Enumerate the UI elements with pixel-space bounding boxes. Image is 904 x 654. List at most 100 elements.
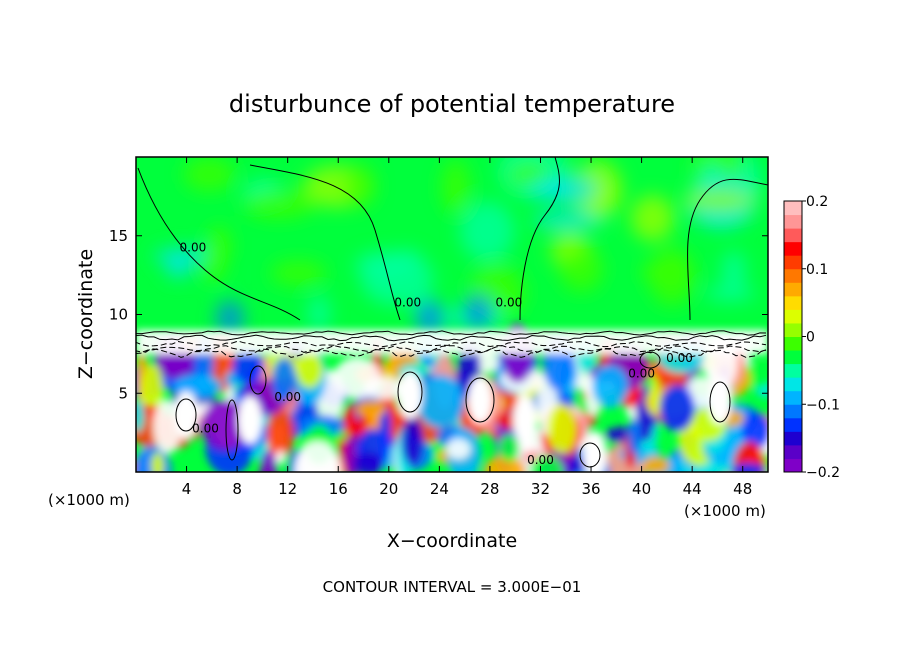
y-axis-ticks: 5 10 15 [109,227,768,402]
colorbar-tick-label: 0.2 [806,194,828,210]
field-blob [483,454,527,472]
x-tick-label: 28 [480,480,499,498]
field-blob [355,400,386,418]
colorbar-swatch [784,458,802,473]
x-unit-left: (×1000 m) [48,491,130,509]
field-blob [165,254,192,279]
field-blob [151,452,165,472]
colorbar-swatch [784,444,802,459]
field-blob [498,434,520,462]
field-blob [559,246,604,292]
colorbar-swatch [784,268,802,283]
contour-loop [175,398,197,432]
colorbar-swatch [784,201,802,216]
field-blob [708,376,732,424]
field-blob [446,438,471,460]
field-blob [468,376,492,424]
field-blob [275,450,286,465]
field-blob [360,252,434,306]
field-blob [721,250,746,290]
contour-loop [397,371,423,413]
field-blob [333,357,382,399]
field-blob [266,408,295,459]
x-tick-label: 16 [329,480,348,498]
field-blob [592,365,629,409]
field-blob [648,247,696,306]
x-unit-right: (×1000 m) [684,502,766,520]
colorbar-swatch [784,404,802,419]
lower-layer-turbulence [136,323,768,472]
field-blob [513,396,537,444]
colorbar-tick-label: 0 [806,330,815,346]
colorbar-tick-label: −0.2 [806,465,840,481]
field-blob [296,441,339,472]
colorbar-swatch [784,295,802,310]
colorbar-swatch [784,390,802,405]
field-blob [527,180,573,200]
x-tick-label: 12 [278,480,297,498]
field-blob [259,450,278,472]
field-blob [398,371,422,419]
field-blob [648,376,660,416]
colorbar: 0.2 0.1 0 −0.1 −0.2 [783,194,840,481]
x-tick-label: 36 [581,480,600,498]
contour-line [519,157,560,321]
colorbar-swatch [784,282,802,297]
contour-label: 0.00 [394,296,421,310]
field-blob [583,431,607,472]
field-blob [730,462,766,472]
field-blob [659,384,695,432]
field-blob [507,162,550,188]
field-blob [630,195,675,242]
contour-label: 0.00 [180,241,207,255]
field-blob [682,189,757,212]
contour-loop [249,365,267,395]
y-tick-label: 5 [118,384,128,402]
field-blob [232,349,264,384]
field-blob [531,211,604,229]
contour-line [137,167,301,321]
contour-line [687,178,768,321]
field-blob [642,456,670,472]
field-blob [416,300,444,336]
contour-lines [136,157,768,468]
x-tick-label: 44 [683,480,702,498]
x-tick-label: 48 [733,480,752,498]
contour-label: 0.00 [628,367,655,381]
field-blob [459,201,515,261]
field-blob [741,412,768,450]
colorbar-swatch [784,241,802,256]
contour-line [249,164,401,321]
contour-label: 0.00 [496,296,523,310]
colorbar-swatch [784,377,802,392]
field-blob [530,455,564,472]
x-axis-label: X−coordinate [387,530,517,552]
colorbar-tick-label: −0.1 [806,397,840,413]
field-blob [216,300,244,336]
field-blob [441,159,471,215]
field-blob [270,260,327,286]
colorbar-swatch [784,336,802,351]
y-tick-label: 15 [109,227,128,245]
contour-label: 0.00 [274,390,301,404]
contour-line [136,348,767,358]
contour-label: 0.00 [527,453,554,467]
field-blob [201,246,226,283]
contour-labels: 0.00 0.00 0.00 0.00 0.00 0.00 0.00 0.00 [180,241,693,468]
field-blob [574,160,623,219]
field-blob [136,400,145,433]
colorbar-swatch [784,350,802,365]
colorbar-swatch [784,431,802,446]
contour-loop [465,377,495,423]
x-axis-ticks: 4 8 12 16 20 24 28 32 36 40 44 48 [182,157,752,498]
x-tick-label: 24 [430,480,449,498]
contour-loop [579,442,601,468]
field-blob [271,357,297,402]
contour-label: 0.00 [666,351,693,365]
contour-label: 0.00 [192,422,219,436]
contour-line [136,330,767,336]
field-blob [704,285,756,302]
heatmap-field [136,157,768,472]
field-blob [627,418,641,455]
